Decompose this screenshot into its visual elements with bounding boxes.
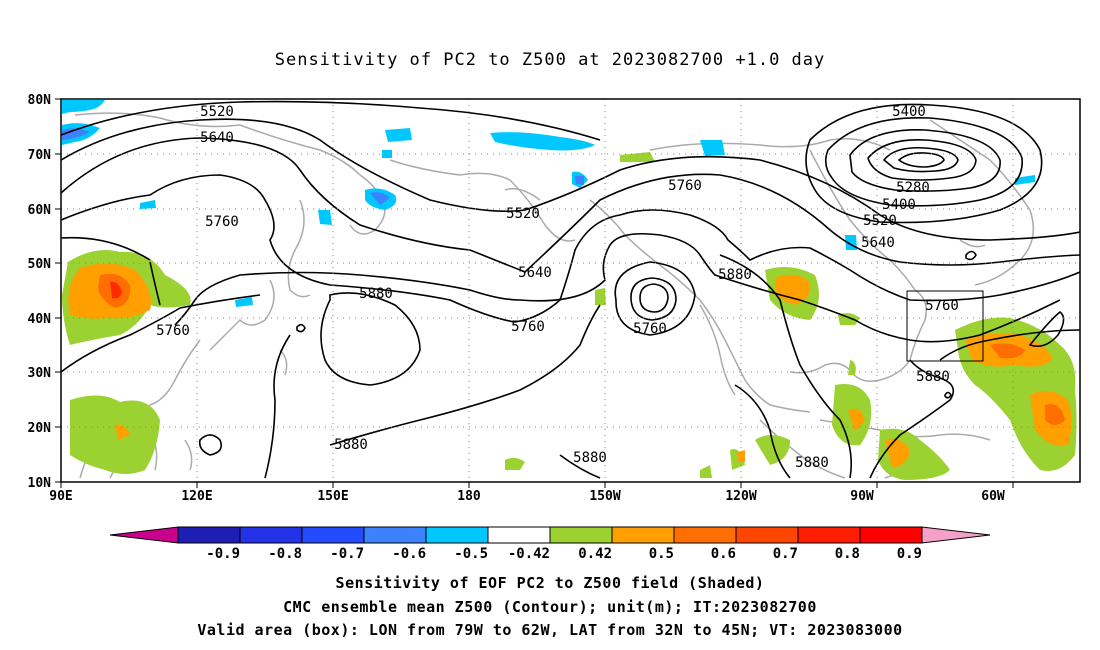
lat-label: 40N: [28, 312, 52, 327]
colorbar-label: -0.42: [508, 546, 550, 562]
lon-label: 180: [457, 489, 481, 504]
map-title: Sensitivity of PC2 to Z500 at 2023082700…: [274, 50, 826, 70]
contour-label: 5880: [334, 437, 368, 453]
colorbar-label: -0.6: [392, 546, 426, 562]
lat-label: 20N: [28, 421, 52, 436]
colorbar-box: [859, 526, 923, 544]
lat-label: 80N: [28, 93, 52, 108]
contour-label: 5520: [506, 206, 540, 222]
contour-label: 5640: [518, 265, 552, 281]
sensitivity-shading: [62, 100, 1077, 480]
lon-label: 90W: [850, 489, 874, 504]
contour-label: 5760: [156, 323, 190, 339]
footer-line-3: Valid area (box): LON from 79W to 62W, L…: [197, 621, 903, 639]
contour-label: 5880: [359, 286, 393, 302]
contour-label: 5760: [511, 319, 545, 335]
colorbar-left-triangle: [109, 526, 179, 544]
colorbar-box: [735, 526, 799, 544]
colorbar-label: 0.9: [897, 546, 922, 562]
lat-label: 50N: [28, 257, 52, 272]
lat-label: 60N: [28, 203, 52, 218]
contour-label: 5760: [925, 298, 959, 314]
z500-contours: [61, 100, 1080, 479]
contour-label: 5880: [573, 450, 607, 466]
contour-label: 5880: [795, 455, 829, 471]
lon-label: 120E: [181, 489, 212, 504]
colorbar-box: [177, 526, 241, 544]
colorbar-label: -0.5: [454, 546, 488, 562]
contour-label: 5280: [896, 180, 930, 196]
contour-label: 5760: [633, 321, 667, 337]
colorbar-box: [611, 526, 675, 544]
latitude-labels: 80N 70N 60N 50N 40N 30N 20N 10N: [28, 93, 52, 491]
colorbar-box: [301, 526, 365, 544]
colorbar-box: [363, 526, 427, 544]
lon-label: 90E: [49, 489, 72, 504]
axis-ticks: [55, 98, 1014, 488]
colorbar-label: 0.6: [711, 546, 736, 562]
colorbar-label: 0.8: [835, 546, 860, 562]
colorbar-label: -0.8: [268, 546, 302, 562]
colorbar-box: [425, 526, 489, 544]
contour-label: 5520: [863, 213, 897, 229]
footer-line-1: Sensitivity of EOF PC2 to Z500 field (Sh…: [335, 574, 765, 592]
lon-label: 120W: [725, 489, 756, 504]
map-frame: [60, 98, 1081, 483]
lon-label: 150W: [589, 489, 620, 504]
contour-label: 5880: [916, 369, 950, 385]
contour-label: 5520: [200, 104, 234, 120]
lat-label: 10N: [28, 476, 52, 491]
contour-labels: 5520 5640 5760 5760 5520 5640 5760 5880 …: [156, 104, 959, 471]
colorbar-right-triangle: [921, 526, 991, 544]
colorbar-label: 0.42: [578, 546, 612, 562]
contour-label: 5760: [205, 214, 239, 230]
colorbar-label: -0.9: [206, 546, 240, 562]
colorbar-box: [487, 526, 551, 544]
lon-label: 150E: [317, 489, 348, 504]
contour-label: 5880: [718, 267, 752, 283]
colorbar-box: [797, 526, 861, 544]
footer-line-2: CMC ensemble mean Z500 (Contour); unit(m…: [283, 598, 817, 616]
colorbar-box: [673, 526, 737, 544]
lat-label: 30N: [28, 366, 52, 381]
colorbar-box: [549, 526, 613, 544]
lon-label: 60W: [981, 489, 1005, 504]
contour-label: 5760: [668, 178, 702, 194]
contour-label: 5400: [882, 197, 916, 213]
contour-label: 5400: [892, 104, 926, 120]
colorbar-box: [239, 526, 303, 544]
colorbar-label: 0.5: [649, 546, 674, 562]
contour-label: 5640: [200, 130, 234, 146]
coastlines: [74, 112, 1035, 479]
map-content: 5520 5640 5760 5760 5520 5640 5760 5880 …: [61, 99, 1080, 482]
contour-label: 5640: [861, 235, 895, 251]
colorbar-label: 0.7: [773, 546, 798, 562]
valid-area-box: [906, 290, 984, 362]
colorbar: -0.9 -0.8 -0.7 -0.6 -0.5 -0.42 0.42 0.5 0.6 0.7 0.…: [109, 526, 991, 562]
colorbar-label: -0.7: [330, 546, 364, 562]
longitude-labels: 90E 120E 150E 180 150W 120W 90W 60W: [49, 489, 1005, 504]
lat-label: 70N: [28, 148, 52, 163]
